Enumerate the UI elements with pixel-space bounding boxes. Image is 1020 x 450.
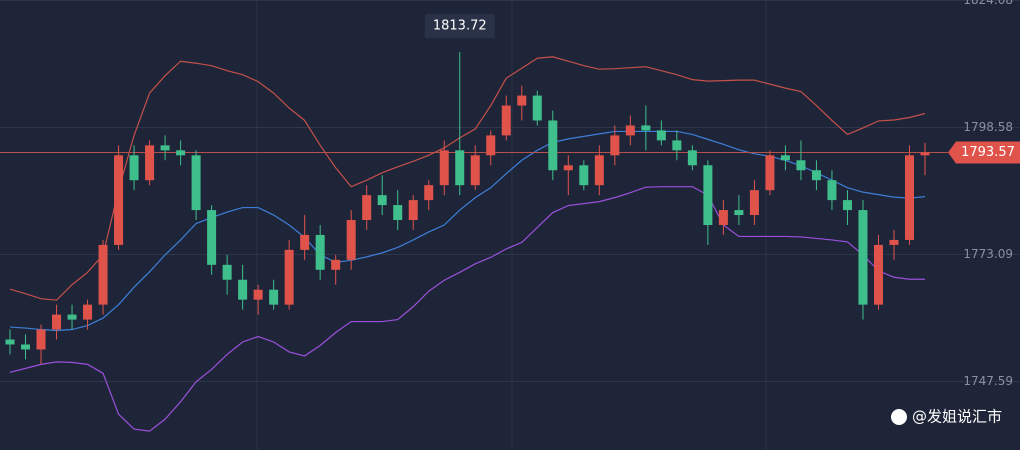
candle-body — [904, 155, 914, 240]
candle-body — [920, 152, 930, 156]
candle-body — [470, 155, 480, 186]
peak-tag-box — [424, 14, 495, 39]
price-tag: 1793.57 — [961, 145, 1015, 160]
band-line — [9, 56, 926, 301]
candle-body — [889, 239, 899, 245]
candle-body — [455, 150, 465, 186]
candle-body — [734, 210, 744, 216]
peak-tag: 1813.72 — [433, 19, 487, 34]
candle-body — [718, 210, 728, 225]
candle-body — [858, 210, 868, 305]
candle-body — [207, 210, 217, 265]
watermark-text: @发姐说汇市 — [912, 408, 1002, 426]
candle-body — [780, 155, 790, 161]
candle-body — [191, 155, 201, 211]
candle-body — [315, 234, 325, 270]
candle-body — [52, 314, 62, 330]
candle-body — [517, 95, 527, 106]
y-tick-label: 1798.58 — [963, 120, 1013, 134]
candle-body — [424, 185, 434, 201]
candle-body — [672, 140, 682, 151]
candle-body — [377, 195, 387, 206]
candle-body — [827, 180, 837, 201]
candle-body — [439, 150, 449, 186]
candle-body — [656, 130, 666, 141]
candle-body — [346, 220, 356, 260]
candle-body — [842, 200, 852, 211]
candle-body — [703, 165, 713, 225]
candle-body — [501, 105, 511, 136]
candle-body — [765, 155, 775, 191]
candle-body — [641, 125, 651, 131]
candle-body — [687, 150, 697, 166]
price-tag-box — [948, 141, 1020, 164]
candle-body — [563, 165, 573, 171]
y-tick-label: 1824.08 — [963, 0, 1013, 7]
candle-body — [811, 170, 821, 181]
watermark-icon — [891, 409, 907, 425]
y-tick-label: 1773.09 — [963, 247, 1013, 261]
candle-body — [796, 160, 806, 171]
candle-body — [486, 135, 496, 156]
candle-body — [300, 234, 310, 250]
candle-body — [160, 145, 170, 151]
candle-body — [331, 259, 341, 270]
candle-body — [625, 125, 635, 136]
candle-body — [579, 165, 589, 186]
candle-body — [362, 195, 372, 221]
candle-body — [145, 145, 155, 181]
candle-body — [408, 200, 418, 221]
candle-body — [393, 205, 403, 221]
candle-body — [176, 150, 186, 156]
candle-body — [548, 120, 558, 171]
band-line — [9, 186, 925, 432]
candle-body — [610, 135, 620, 156]
candle-body — [873, 244, 883, 305]
candle-body — [269, 289, 279, 305]
candle-body — [284, 249, 294, 305]
candle-body — [253, 289, 263, 300]
y-tick-label: 1747.59 — [963, 374, 1013, 388]
candle-body — [67, 314, 77, 320]
candle-body — [5, 339, 15, 345]
candle-body — [594, 155, 604, 186]
candle-body — [114, 155, 124, 245]
candle-body — [129, 155, 139, 181]
candle-body — [98, 244, 108, 305]
candle-body — [21, 344, 31, 350]
candle-body — [83, 304, 93, 320]
candle-body — [36, 329, 46, 350]
candle-body — [749, 190, 759, 216]
candle-body — [222, 264, 232, 280]
candle-body — [238, 279, 248, 300]
watermark: @发姐说汇市 — [891, 408, 1002, 426]
candle-body — [532, 95, 542, 121]
